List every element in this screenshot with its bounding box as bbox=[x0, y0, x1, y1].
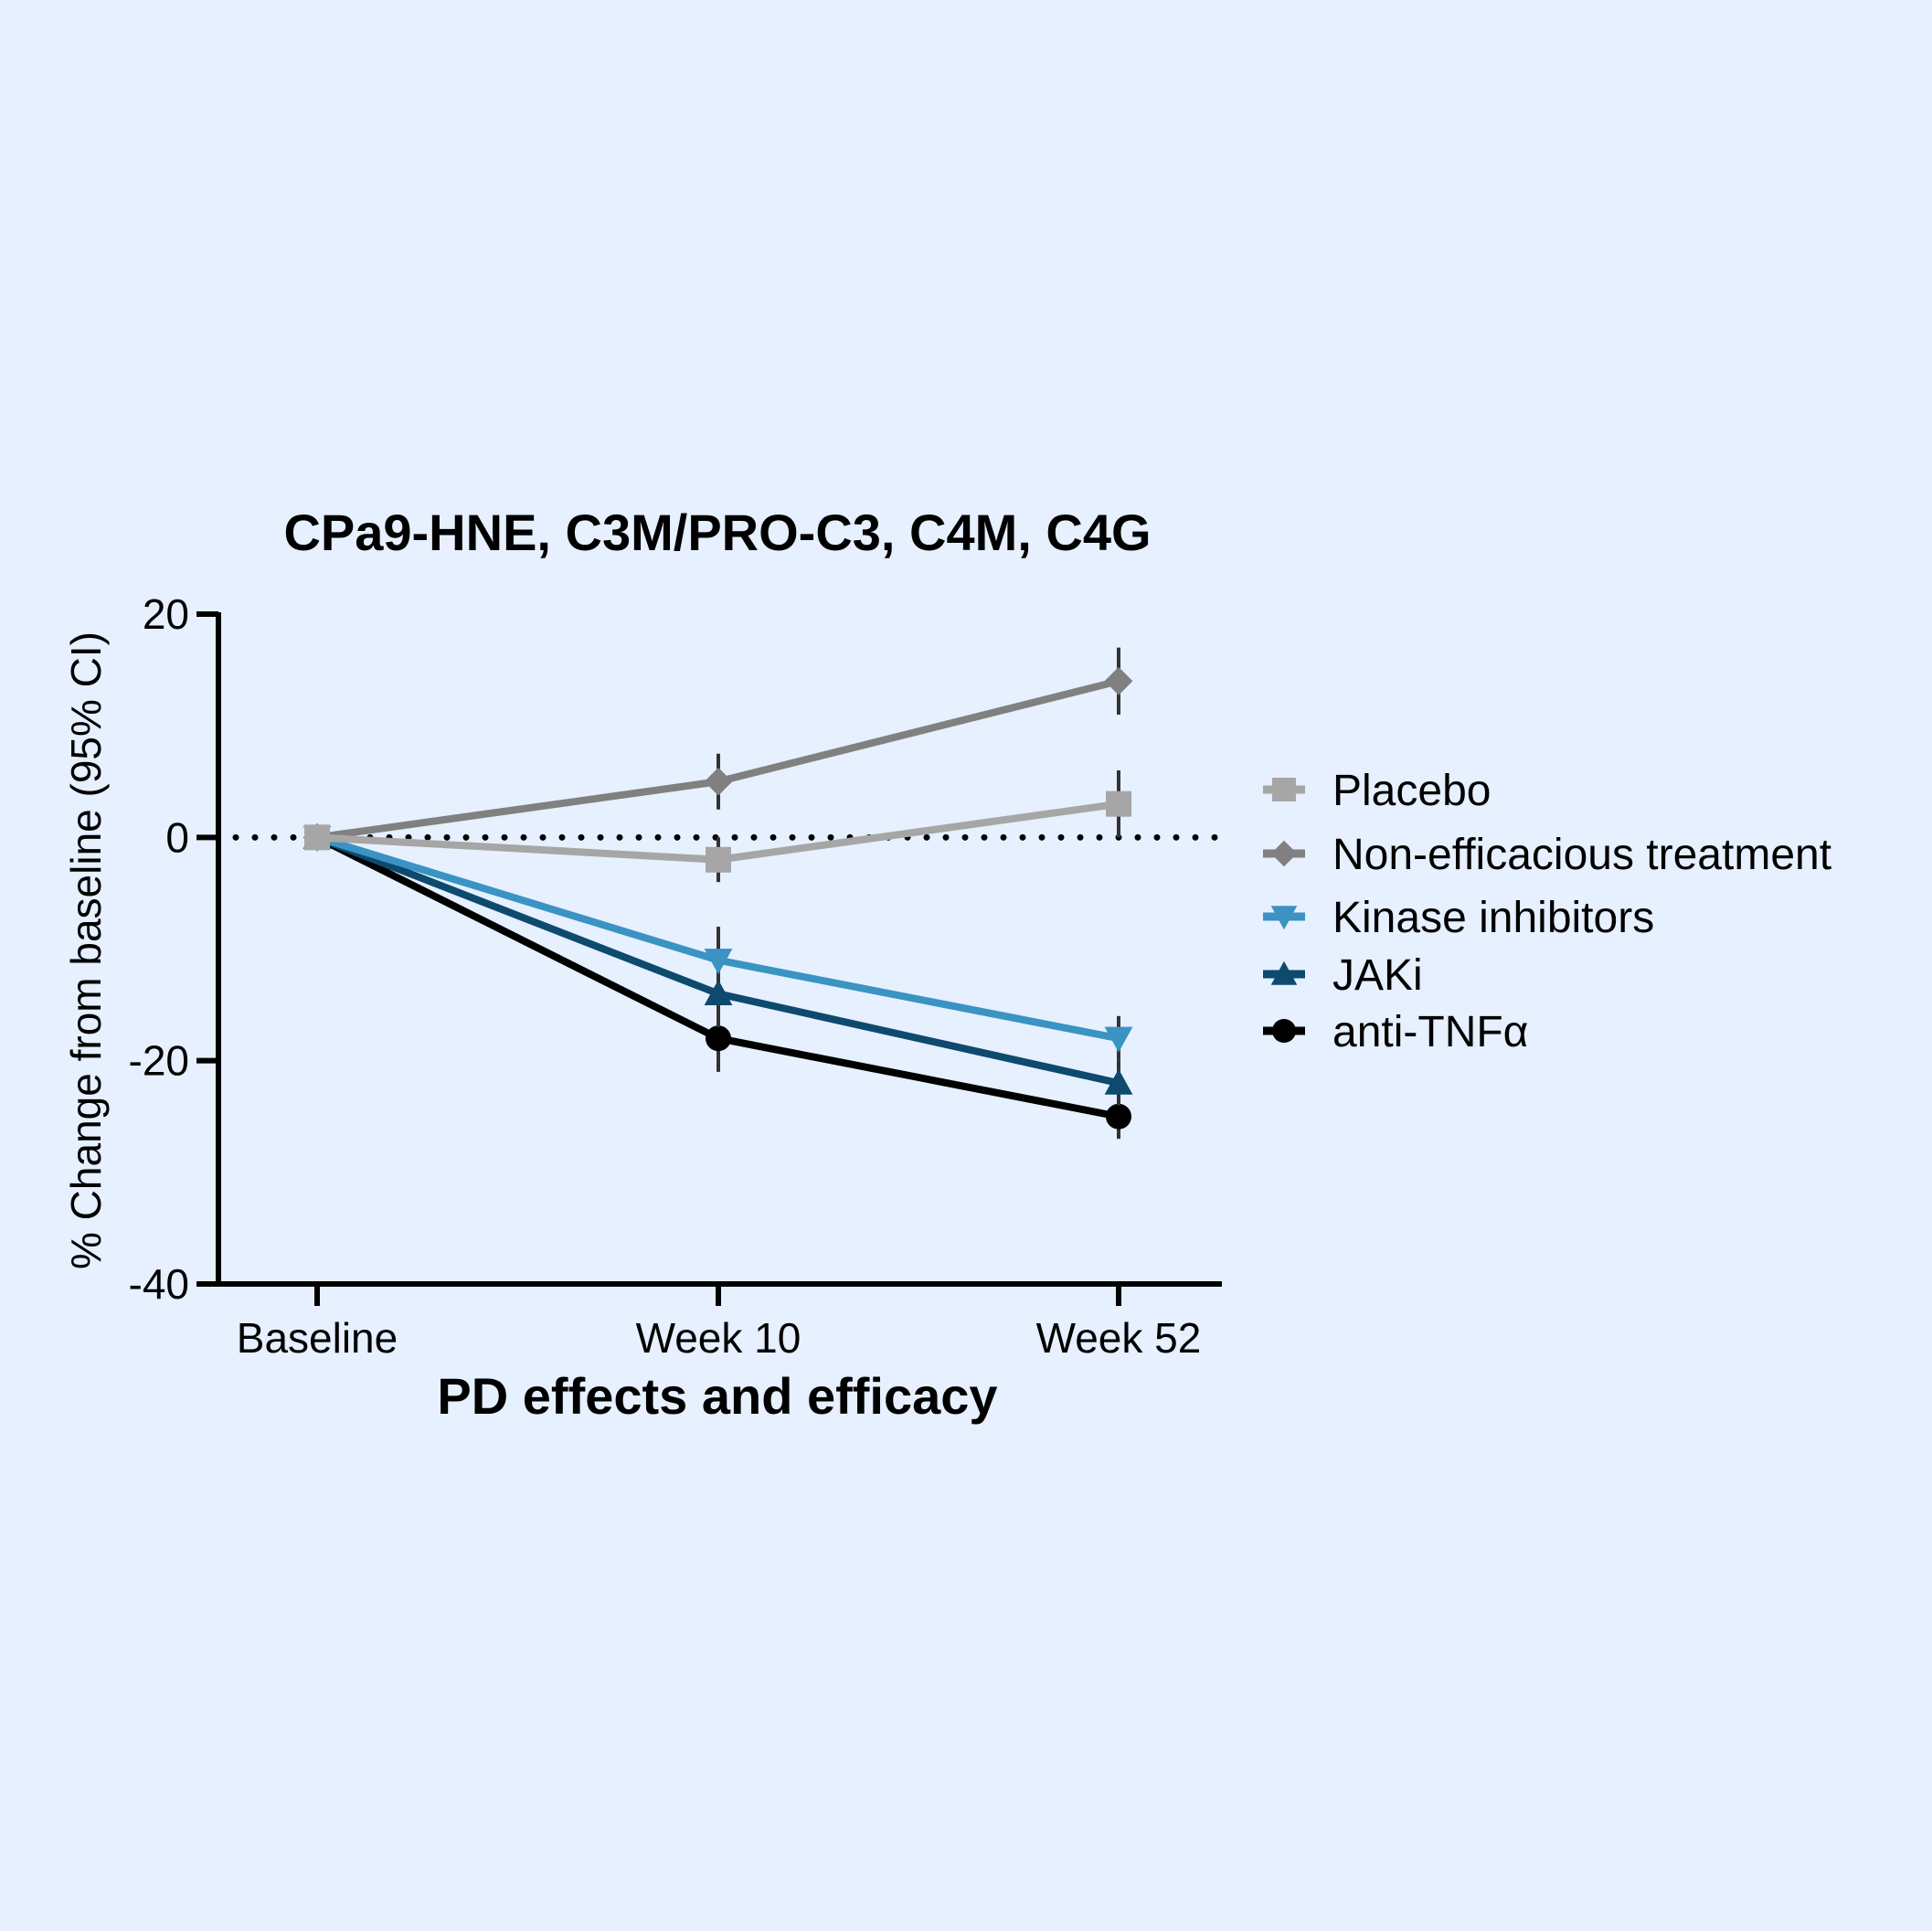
data-point bbox=[1104, 1026, 1133, 1053]
y-tick-label: -40 bbox=[129, 1260, 189, 1308]
data-point bbox=[1104, 1068, 1133, 1095]
data-point bbox=[706, 1025, 731, 1052]
y-tick-label: -20 bbox=[129, 1037, 189, 1085]
y-axis-label: % Change from baseline (95% CI) bbox=[62, 631, 110, 1269]
x-tick-label: Week 10 bbox=[636, 1314, 801, 1362]
series-group bbox=[303, 647, 1133, 1140]
data-point bbox=[304, 824, 330, 851]
data-point bbox=[704, 767, 733, 796]
legend-label: Placebo bbox=[1332, 767, 1491, 815]
data-point bbox=[1106, 790, 1131, 817]
x-tick-label: Baseline bbox=[237, 1314, 398, 1362]
legend-marker bbox=[1272, 1019, 1296, 1043]
chart-title: CPa9-HNE, C3M/PRO-C3, C4M, C4G bbox=[283, 504, 1151, 561]
legend-label: Non-efficacious treatment bbox=[1332, 831, 1831, 879]
legend-item-non-efficacious-treatment: Non-efficacious treatment bbox=[1263, 831, 1831, 879]
x-tick-label: Week 52 bbox=[1036, 1314, 1202, 1362]
legend: Placebo Non-efficacious treatment Kinase i… bbox=[1263, 767, 1831, 1056]
legend-item-anti-tnf: anti-TNFα bbox=[1263, 1008, 1528, 1056]
legend-marker bbox=[1270, 840, 1298, 867]
series-placebo bbox=[304, 770, 1131, 883]
legend-item-placebo: Placebo bbox=[1263, 767, 1491, 815]
legend-label: Kinase inhibitors bbox=[1332, 894, 1654, 942]
data-point bbox=[704, 949, 733, 975]
legend-item-jaki: JAKi bbox=[1263, 951, 1423, 1000]
y-tick-label: 20 bbox=[143, 590, 189, 638]
data-point bbox=[704, 979, 733, 1005]
legend-label: anti-TNFα bbox=[1332, 1008, 1528, 1056]
legend-marker bbox=[1270, 960, 1298, 985]
axes: 20 0 -20 -40 Baseline Week 10 Week 52 bbox=[129, 590, 1222, 1362]
legend-marker bbox=[1270, 906, 1298, 930]
data-point bbox=[1104, 666, 1133, 695]
data-point bbox=[706, 846, 731, 873]
legend-item-kinase-inhibitors: Kinase inhibitors bbox=[1263, 894, 1654, 942]
data-point bbox=[1106, 1103, 1131, 1130]
legend-label: JAKi bbox=[1332, 951, 1423, 1000]
y-tick-label: 0 bbox=[165, 813, 189, 861]
x-axis-label: PD effects and efficacy bbox=[437, 1367, 997, 1425]
legend-marker bbox=[1272, 778, 1296, 801]
